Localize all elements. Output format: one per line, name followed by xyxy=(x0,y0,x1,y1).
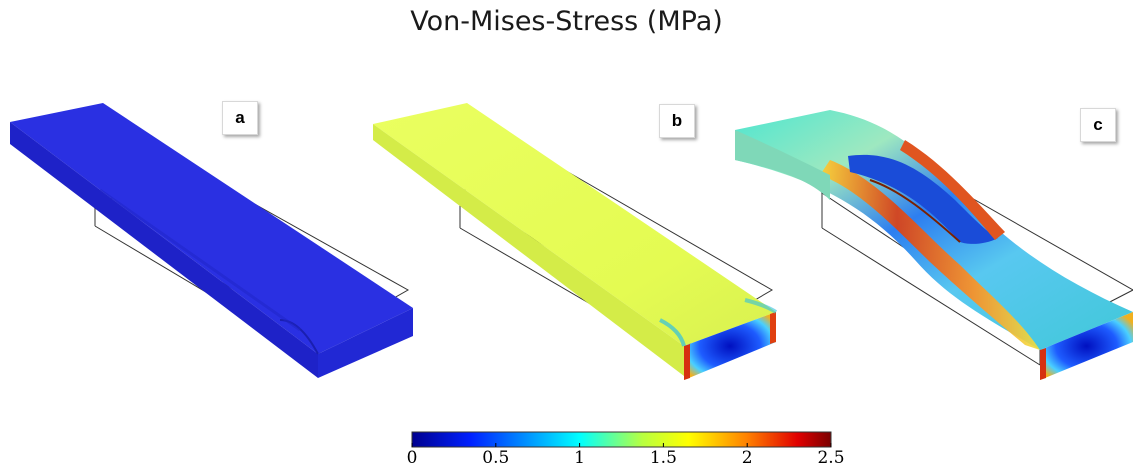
colorbar-tick-label: 0.5 xyxy=(482,448,510,468)
panel-c-model xyxy=(735,110,1133,380)
colorbar-tick-label: 2.5 xyxy=(817,448,845,468)
panel-label-b: b xyxy=(659,104,695,138)
colorbar-gradient xyxy=(411,431,832,448)
panel-a-model xyxy=(10,103,413,378)
panel-label-c: c xyxy=(1080,108,1116,142)
panel-label-a: a xyxy=(222,101,258,135)
colorbar xyxy=(411,431,832,448)
colorbar-tick-label: 2 xyxy=(741,448,753,468)
panel-b-model xyxy=(373,103,778,380)
colorbar-tick-label: 0 xyxy=(406,448,418,468)
colorbar-tick-label: 1 xyxy=(574,448,586,468)
figure-title: Von-Mises-Stress (MPa) xyxy=(410,6,723,37)
colorbar-tick-label: 1.5 xyxy=(649,448,677,468)
